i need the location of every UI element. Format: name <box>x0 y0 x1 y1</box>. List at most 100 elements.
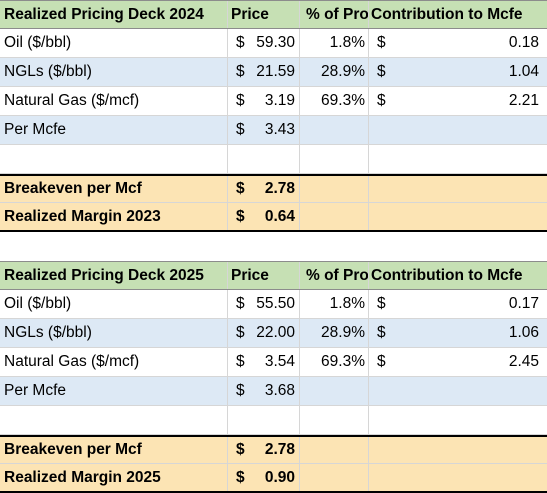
empty-cell[interactable] <box>300 203 369 230</box>
summary-label[interactable]: Realized Margin 2025 <box>0 464 228 491</box>
contribution-cell[interactable]: $0.18 <box>369 29 547 57</box>
price-cell[interactable]: $3.43 <box>228 116 300 144</box>
table-row[interactable]: NGLs ($/bbl) $21.59 28.9% $1.04 <box>0 58 547 87</box>
pct-cell[interactable]: 1.8% <box>300 290 369 318</box>
row-label[interactable]: NGLs ($/bbl) <box>0 319 228 347</box>
table-row[interactable]: Oil ($/bbl) $59.30 1.8% $0.18 <box>0 29 547 58</box>
currency-symbol: $ <box>377 92 386 109</box>
currency-symbol: $ <box>377 295 386 312</box>
header-price[interactable]: Price <box>228 262 300 289</box>
price-cell[interactable]: $22.00 <box>228 319 300 347</box>
empty-cell[interactable] <box>369 437 547 463</box>
summary-row[interactable]: Breakeven per Mcf $2.78 <box>0 435 547 464</box>
pct-cell[interactable]: 69.3% <box>300 348 369 376</box>
row-label[interactable]: Natural Gas ($/mcf) <box>0 348 228 376</box>
pct-cell[interactable]: 28.9% <box>300 319 369 347</box>
table-row-empty[interactable] <box>0 145 547 174</box>
contribution-cell[interactable]: $1.04 <box>369 58 547 86</box>
price-cell[interactable]: $3.19 <box>228 87 300 115</box>
contribution-cell[interactable] <box>369 406 547 434</box>
pct-cell[interactable] <box>300 377 369 405</box>
currency-symbol: $ <box>236 34 245 51</box>
header-row[interactable]: Realized Pricing Deck 2024 Price % of Pr… <box>0 0 547 29</box>
price-cell[interactable]: $3.68 <box>228 377 300 405</box>
header-contribution[interactable]: Contribution to Mcfe <box>371 5 523 23</box>
table-row[interactable]: NGLs ($/bbl) $22.00 28.9% $1.06 <box>0 319 547 348</box>
row-label[interactable] <box>0 406 228 434</box>
header-pct[interactable]: % of Pro <box>300 262 369 289</box>
pricing-table-2025: Realized Pricing Deck 2025 Price % of Pr… <box>0 261 547 493</box>
price-value: 55.50 <box>256 295 295 312</box>
empty-cell[interactable] <box>369 176 547 202</box>
pct-cell[interactable] <box>300 145 369 173</box>
currency-symbol: $ <box>236 92 245 109</box>
row-label[interactable]: Per Mcfe <box>0 377 228 405</box>
empty-cell[interactable] <box>300 176 369 202</box>
contribution-cell[interactable]: $0.17 <box>369 290 547 318</box>
summary-row[interactable]: Realized Margin 2025 $0.90 <box>0 464 547 493</box>
price-cell[interactable] <box>228 406 300 434</box>
contribution-cell[interactable]: $1.06 <box>369 319 547 347</box>
row-label[interactable]: Per Mcfe <box>0 116 228 144</box>
summary-value-cell[interactable]: $2.78 <box>228 176 300 202</box>
summary-value: 0.64 <box>264 207 295 225</box>
contribution-value: 0.18 <box>508 34 539 51</box>
header-row[interactable]: Realized Pricing Deck 2025 Price % of Pr… <box>0 261 547 290</box>
row-label[interactable] <box>0 145 228 173</box>
row-label[interactable]: Natural Gas ($/mcf) <box>0 87 228 115</box>
header-price[interactable]: Price <box>228 1 300 28</box>
currency-symbol: $ <box>377 34 386 51</box>
contribution-cell[interactable]: $2.45 <box>369 348 547 376</box>
summary-label[interactable]: Realized Margin 2023 <box>0 203 228 230</box>
pricing-table-2024: Realized Pricing Deck 2024 Price % of Pr… <box>0 0 547 232</box>
table-row[interactable]: Natural Gas ($/mcf) $3.19 69.3% $2.21 <box>0 87 547 116</box>
table-row-empty[interactable] <box>0 406 547 435</box>
contribution-cell[interactable] <box>369 377 547 405</box>
price-cell[interactable]: $55.50 <box>228 290 300 318</box>
contribution-cell[interactable] <box>369 116 547 144</box>
contribution-value: 2.45 <box>508 353 539 370</box>
summary-value-cell[interactable]: $2.78 <box>228 437 300 463</box>
pct-cell[interactable]: 1.8% <box>300 29 369 57</box>
empty-cell[interactable] <box>369 203 547 230</box>
table-row[interactable]: Per Mcfe $3.43 <box>0 116 547 145</box>
row-label[interactable]: NGLs ($/bbl) <box>0 58 228 86</box>
empty-cell[interactable] <box>300 437 369 463</box>
contribution-cell[interactable]: $2.21 <box>369 87 547 115</box>
pct-cell[interactable]: 28.9% <box>300 58 369 86</box>
header-title[interactable]: Realized Pricing Deck 2024 <box>0 1 228 28</box>
header-title[interactable]: Realized Pricing Deck 2025 <box>0 262 228 289</box>
price-cell[interactable]: $59.30 <box>228 29 300 57</box>
price-value: 3.19 <box>264 92 295 109</box>
row-label[interactable]: Oil ($/bbl) <box>0 290 228 318</box>
pct-cell[interactable]: 69.3% <box>300 87 369 115</box>
header-contribution[interactable]: Contribution to Mcfe <box>371 266 523 284</box>
summary-value-cell[interactable]: $0.90 <box>228 464 300 491</box>
currency-symbol: $ <box>236 63 245 80</box>
price-cell[interactable]: $21.59 <box>228 58 300 86</box>
table-row[interactable]: Oil ($/bbl) $55.50 1.8% $0.17 <box>0 290 547 319</box>
table-row[interactable]: Natural Gas ($/mcf) $3.54 69.3% $2.45 <box>0 348 547 377</box>
summary-row[interactable]: Breakeven per Mcf $2.78 <box>0 174 547 203</box>
currency-symbol: $ <box>377 63 386 80</box>
summary-label[interactable]: Breakeven per Mcf <box>0 176 228 202</box>
currency-symbol: $ <box>377 324 386 341</box>
empty-cell[interactable] <box>300 464 369 491</box>
summary-row[interactable]: Realized Margin 2023 $0.64 <box>0 203 547 232</box>
contribution-cell[interactable] <box>369 145 547 173</box>
price-cell[interactable] <box>228 145 300 173</box>
price-cell[interactable]: $3.54 <box>228 348 300 376</box>
price-value: 21.59 <box>256 63 295 80</box>
pct-cell[interactable] <box>300 116 369 144</box>
pct-cell[interactable] <box>300 406 369 434</box>
summary-value-cell[interactable]: $0.64 <box>228 203 300 230</box>
currency-symbol: $ <box>236 295 245 312</box>
empty-cell[interactable] <box>369 464 547 491</box>
summary-label[interactable]: Breakeven per Mcf <box>0 437 228 463</box>
price-value: 3.54 <box>264 353 295 370</box>
header-pct[interactable]: % of Pro <box>300 1 369 28</box>
row-label[interactable]: Oil ($/bbl) <box>0 29 228 57</box>
table-row[interactable]: Per Mcfe $3.68 <box>0 377 547 406</box>
currency-symbol: $ <box>236 353 245 370</box>
summary-value: 2.78 <box>264 441 295 458</box>
